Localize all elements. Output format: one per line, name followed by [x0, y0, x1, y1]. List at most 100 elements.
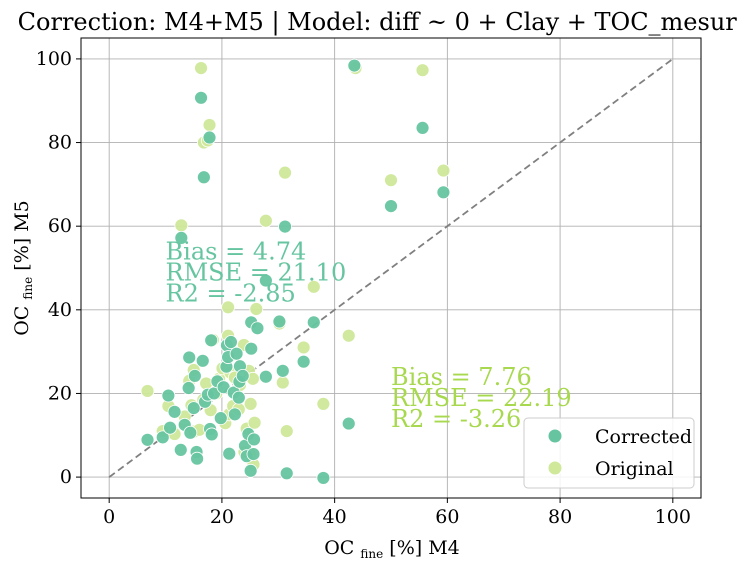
corrected-point: [279, 466, 294, 481]
corrected-point: [140, 432, 155, 447]
original-point: [194, 61, 208, 76]
original-point: [258, 213, 273, 228]
corrected-point: [235, 368, 250, 383]
corrected-point: [181, 381, 196, 395]
corrected-point: [194, 90, 208, 105]
y-tick-label: 40: [48, 299, 72, 321]
corrected-point: [224, 335, 238, 349]
corrected-point: [222, 446, 237, 461]
corrected-point: [247, 432, 261, 447]
original-point: [278, 165, 292, 180]
corrected-point: [190, 451, 205, 466]
legend-label-corrected: Corrected: [595, 426, 692, 448]
legend-box: [523, 417, 695, 489]
corrected-point: [173, 443, 188, 457]
original-point: [316, 397, 331, 411]
legend: Corrected Original: [523, 417, 695, 489]
y-tick-label: 100: [36, 48, 72, 70]
corrected-point: [258, 273, 273, 288]
y-axis-label-main: OC: [11, 306, 33, 336]
corrected-point: [155, 430, 170, 445]
y-axis-label-sub: fine: [21, 277, 35, 300]
original-metric: RMSE = 22.19: [391, 384, 572, 412]
ticks: 0 20 40 60 80 100 0 20 40 60 80 100: [36, 48, 691, 528]
corrected-point: [306, 315, 321, 330]
corrected-point: [204, 427, 219, 442]
corrected-point: [227, 407, 242, 422]
y-axis-label: OC fine [%] M5: [11, 200, 37, 336]
original-point: [221, 300, 236, 315]
legend-label-original: Original: [595, 458, 674, 480]
x-axis-label: OC fine [%] M4: [324, 537, 460, 563]
original-point: [279, 424, 294, 438]
chart-title: Correction: M4+M5 | Model: diff ~ 0 + Cl…: [18, 8, 737, 37]
original-point: [275, 375, 290, 390]
y-tick-label: 80: [48, 132, 72, 154]
original-point: [306, 279, 321, 294]
corrected-point: [186, 401, 201, 415]
corrected-point: [229, 346, 244, 361]
x-tick-label: 0: [103, 506, 115, 528]
y-tick-label: 20: [48, 382, 72, 404]
plot-frame: [80, 37, 702, 499]
original-point: [174, 218, 189, 233]
x-tick-label: 40: [323, 506, 347, 528]
original-point: [202, 118, 217, 132]
corrected-metric: RMSE = 21.10: [166, 259, 347, 287]
original-point: [247, 415, 262, 430]
corrected-point: [246, 447, 261, 461]
x-axis-label-rest: [%] M4: [389, 537, 459, 559]
corrected-point: [316, 471, 331, 485]
y-tick-label: 0: [60, 466, 72, 488]
original-metric: R2 = -3.26: [391, 405, 521, 433]
points: [140, 58, 451, 485]
legend-marker-corrected: [547, 428, 563, 444]
x-tick-label: 20: [210, 506, 234, 528]
original-point: [296, 340, 311, 355]
corrected-point: [244, 341, 259, 356]
corrected-point: [195, 353, 210, 368]
x-axis-label-sub: fine: [360, 547, 383, 561]
original-metric: Bias = 7.76: [391, 363, 532, 391]
y-axis-label-rest: [%] M5: [11, 200, 33, 270]
corrected-point: [196, 170, 211, 185]
x-axis-label-main: OC: [324, 537, 354, 559]
original-point: [243, 397, 258, 411]
corrected-point: [204, 333, 219, 348]
corrected-point: [415, 121, 430, 135]
corrected-point: [384, 199, 398, 214]
corrected-point: [161, 388, 176, 403]
corrected-point: [347, 58, 362, 73]
original-point: [140, 384, 155, 398]
corrected-point: [187, 368, 202, 383]
corrected-point: [275, 363, 290, 378]
x-tick-label: 100: [655, 506, 691, 528]
original-point: [249, 302, 264, 316]
original-point: [436, 163, 451, 178]
corrected-point: [182, 350, 197, 365]
corrected-point: [250, 321, 265, 336]
corrected-point: [436, 185, 451, 200]
corrected-metric: R2 = -2.85: [166, 280, 296, 308]
corrected-point: [272, 314, 287, 329]
corrected-point: [243, 463, 258, 478]
corrected-point: [341, 416, 356, 431]
corrected-point: [231, 390, 246, 405]
corrected-point: [174, 230, 189, 245]
corrected-point: [213, 411, 228, 426]
original-point: [341, 328, 356, 343]
corrected-point: [202, 130, 217, 145]
corrected-point: [183, 425, 198, 440]
grid: [81, 38, 701, 498]
corrected-point: [258, 369, 273, 384]
corrected-point: [167, 404, 182, 419]
x-tick-label: 60: [435, 506, 459, 528]
y-tick-label: 60: [48, 215, 72, 237]
legend-marker-original: [547, 460, 563, 476]
original-point: [415, 63, 430, 78]
x-tick-label: 80: [548, 506, 572, 528]
corrected-metric: Bias = 4.74: [166, 238, 307, 266]
corrected-point: [163, 420, 177, 435]
